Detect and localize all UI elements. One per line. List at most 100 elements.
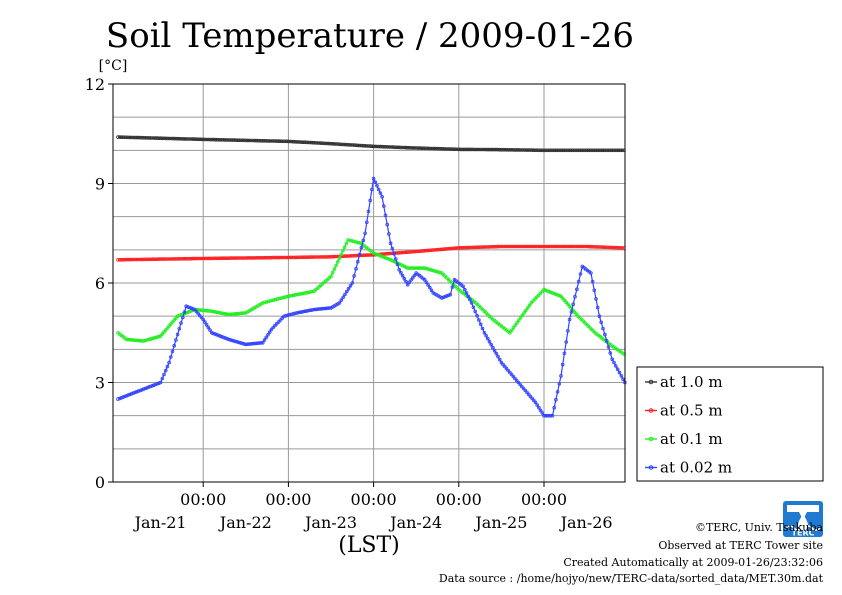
series-2-point-235	[522, 311, 526, 315]
series-0-point-257	[572, 148, 576, 153]
series-2-point-66	[228, 312, 233, 317]
series-3-point-153	[380, 195, 384, 199]
series-2-point-68	[232, 312, 236, 316]
series-2-point-246	[542, 287, 546, 292]
series-1-point-93	[281, 255, 285, 260]
series-0-point-189	[451, 147, 456, 152]
series-3-point-211	[480, 326, 485, 331]
series-3-point-76	[245, 342, 250, 347]
series-0-point-228	[520, 148, 525, 152]
series-1-point-193	[458, 246, 463, 250]
series-0-point-22	[155, 136, 159, 140]
series-1-point-269	[593, 245, 598, 249]
series-0-point-163	[405, 145, 410, 150]
series-0-point-43	[192, 137, 197, 141]
series-1-point-256	[570, 244, 575, 249]
series-0-point-7	[128, 135, 133, 140]
series-3-point-249	[545, 413, 550, 418]
series-3-point-97	[282, 314, 286, 319]
series-2-point-8	[129, 338, 134, 342]
series-3-point-104	[295, 311, 299, 315]
series-0-point-212	[492, 147, 497, 152]
series-3-point-78	[249, 342, 253, 346]
series-0-point-136	[357, 143, 362, 148]
series-1-point-206	[481, 245, 486, 249]
x-date-label-0: Jan-21	[133, 513, 187, 532]
series-1-point-238	[538, 244, 543, 249]
series-2-point-238	[527, 303, 532, 308]
series-2-point-173	[416, 266, 420, 270]
series-0-point-171	[419, 146, 424, 151]
series-2-point-249	[547, 289, 551, 294]
series-0-point-111	[313, 141, 317, 145]
series-2-point-35	[175, 314, 180, 319]
series-0-point-198	[467, 147, 472, 152]
series-0-point-108	[307, 140, 312, 145]
series-3-point-161	[393, 257, 398, 261]
y-tick-label-0: 0	[95, 473, 105, 492]
series-0-point-133	[352, 143, 356, 147]
series-2-point-237	[525, 306, 530, 310]
series-0-point-224	[513, 148, 518, 152]
series-2-point-60	[218, 311, 223, 315]
series-1-point-180	[435, 247, 440, 252]
series-0-point-90	[275, 139, 280, 143]
series-1-point-182	[439, 247, 443, 252]
series-0-point-149	[380, 144, 385, 149]
series-0-point-206	[481, 147, 486, 152]
series-0-point-251	[561, 148, 566, 153]
series-2-point-175	[419, 266, 424, 270]
series-3-point-102	[291, 311, 296, 316]
series-0-point-162	[403, 145, 408, 150]
series-0-point-105	[302, 140, 307, 145]
series-3-point-110	[305, 309, 309, 313]
series-2-point-186	[438, 270, 442, 275]
series-0-point-219	[504, 148, 509, 152]
series-0-point-187	[448, 147, 452, 151]
series-0-point-80	[258, 138, 262, 143]
series-0-point-265	[586, 148, 591, 153]
series-2-point-158	[390, 258, 395, 263]
series-3-point-234	[519, 384, 524, 389]
series-3-point-188	[439, 296, 444, 300]
y-tick-label-4: 12	[85, 75, 105, 94]
series-0-point-150	[382, 145, 387, 149]
series-0-point-214	[495, 147, 500, 152]
series-3-point-276	[592, 288, 597, 293]
series-1-point-46	[197, 256, 202, 261]
series-2-point-85	[260, 301, 265, 305]
series-1-point-15	[142, 257, 147, 262]
series-1-point-113	[316, 255, 321, 259]
series-1-point-17	[146, 257, 151, 262]
series-0-point-266	[588, 148, 592, 153]
series-0-point-183	[440, 147, 445, 151]
series-0-point-179	[433, 146, 438, 151]
series-1-point-91	[277, 255, 282, 260]
x-tick-time-0: 00:00	[180, 490, 226, 509]
series-3-point-91	[271, 325, 276, 330]
series-1-point-242	[545, 244, 550, 249]
series-3-point-292	[621, 377, 625, 382]
legend-marker-2	[648, 436, 654, 442]
series-0-point-166	[410, 146, 415, 150]
series-1-point-60	[222, 256, 227, 261]
series-3-point-107	[300, 310, 304, 314]
series-3-point-243	[535, 403, 539, 407]
series-3-point-255	[555, 389, 560, 394]
series-3-point-112	[308, 308, 313, 313]
series-1-point-213	[494, 244, 498, 249]
series-3-point-0	[116, 397, 120, 401]
series-3-point-29	[165, 364, 170, 369]
series-0-point-197	[465, 147, 470, 152]
series-1-point-282	[616, 246, 621, 250]
series-0-point-226	[517, 148, 521, 152]
series-1-point-80	[258, 255, 262, 260]
series-3-point-58	[215, 332, 219, 337]
series-2-point-21	[152, 336, 156, 340]
series-3-point-259	[562, 351, 567, 356]
series-3-point-96	[280, 316, 285, 320]
series-0-point-205	[480, 147, 484, 152]
y-axis-ticks: 0 3 6 9 12	[85, 75, 113, 492]
series-1-point-264	[584, 244, 589, 249]
